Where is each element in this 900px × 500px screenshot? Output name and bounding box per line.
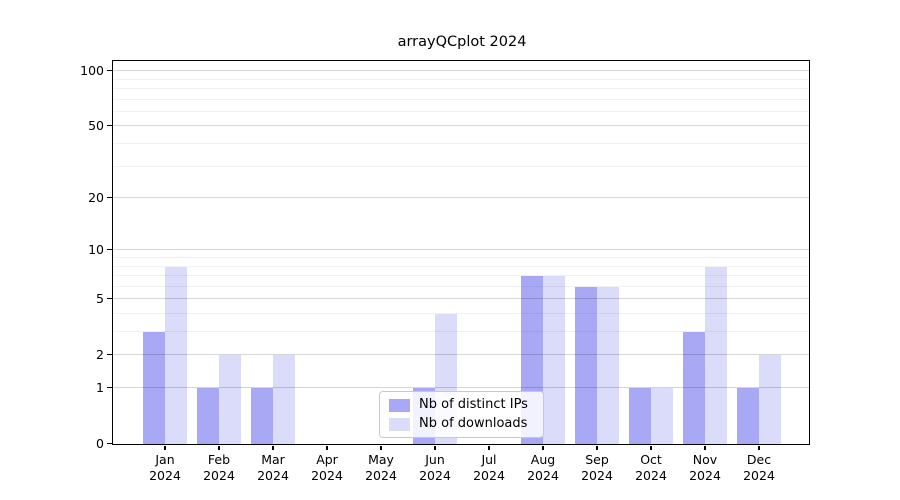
x-tick-mark bbox=[704, 445, 706, 450]
y-tick-mark bbox=[107, 386, 112, 389]
x-tick-label-jul: Jul 2024 bbox=[473, 452, 505, 483]
bar-downloads-dec bbox=[758, 355, 781, 444]
y-tick-label: 100 bbox=[80, 62, 104, 78]
bar-distinct-ips-nov bbox=[682, 332, 705, 444]
y-tick-label: 2 bbox=[96, 346, 104, 362]
gridline-major bbox=[113, 354, 809, 356]
x-tick-label-may: May 2024 bbox=[365, 452, 397, 483]
x-tick-label-aug: Aug 2024 bbox=[527, 452, 559, 483]
x-tick-label-jan: Jan 2024 bbox=[149, 452, 181, 483]
x-tick-label-mar: Mar 2024 bbox=[257, 452, 289, 483]
legend-swatch-distinct-ips bbox=[389, 398, 410, 412]
bar-distinct-ips-oct bbox=[628, 388, 651, 444]
gridline-major bbox=[113, 125, 809, 127]
chart-title: arrayQCplot 2024 bbox=[397, 34, 527, 50]
gridline-minor bbox=[113, 265, 809, 267]
bar-downloads-aug bbox=[542, 276, 565, 444]
gridline-major bbox=[113, 298, 809, 300]
y-tick-label: 0 bbox=[96, 435, 104, 451]
gridline-minor bbox=[113, 98, 809, 100]
x-tick-label-nov: Nov 2024 bbox=[689, 452, 721, 483]
bar-distinct-ips-mar bbox=[250, 388, 273, 444]
y-tick-mark bbox=[107, 70, 112, 72]
x-tick-label-oct: Oct 2024 bbox=[635, 452, 667, 483]
legend-label-downloads: Nb of downloads bbox=[419, 416, 528, 431]
gridline-minor bbox=[113, 142, 809, 144]
x-tick-label-feb: Feb 2024 bbox=[203, 452, 235, 483]
y-tick-mark bbox=[107, 354, 112, 356]
x-tick-label-apr: Apr 2024 bbox=[311, 452, 343, 483]
bar-distinct-ips-feb bbox=[196, 388, 219, 444]
gridline-minor bbox=[113, 256, 809, 258]
gridline-major bbox=[113, 70, 809, 72]
bar-downloads-nov bbox=[704, 266, 727, 444]
x-tick-mark bbox=[164, 445, 166, 450]
gridline-major bbox=[113, 197, 809, 198]
y-tick-label: 50 bbox=[88, 117, 104, 133]
legend-item-downloads: Nb of downloads bbox=[389, 417, 534, 431]
x-tick-mark bbox=[758, 445, 760, 450]
gridline-major bbox=[113, 387, 809, 388]
y-tick-mark bbox=[107, 196, 112, 199]
x-tick-label-dec: Dec 2024 bbox=[743, 452, 775, 483]
y-tick-mark bbox=[107, 249, 112, 251]
gridline-minor bbox=[113, 78, 809, 80]
x-tick-label-sep: Sep 2024 bbox=[581, 452, 613, 483]
y-tick-label: 1 bbox=[96, 379, 104, 395]
gridline-minor bbox=[113, 331, 809, 332]
x-tick-mark bbox=[434, 445, 436, 450]
bar-downloads-feb bbox=[218, 355, 241, 444]
x-tick-label-jun: Jun 2024 bbox=[419, 452, 451, 483]
y-tick-label: 20 bbox=[88, 189, 104, 205]
x-tick-mark bbox=[488, 445, 490, 450]
x-tick-mark bbox=[380, 445, 382, 450]
legend: Nb of distinct IPs Nb of downloads bbox=[379, 391, 544, 438]
x-tick-mark bbox=[596, 445, 598, 450]
x-tick-mark bbox=[272, 445, 274, 450]
x-tick-mark bbox=[650, 445, 652, 450]
gridline-major bbox=[113, 249, 809, 251]
gridline-minor bbox=[113, 165, 809, 167]
x-tick-mark bbox=[326, 445, 328, 450]
bar-distinct-ips-sep bbox=[574, 286, 597, 444]
y-tick-label: 10 bbox=[88, 241, 104, 257]
gridline-minor bbox=[113, 312, 809, 314]
gridline-minor bbox=[113, 110, 809, 112]
y-tick-mark bbox=[107, 298, 112, 300]
x-tick-mark bbox=[218, 445, 220, 450]
y-tick-label: 5 bbox=[96, 290, 104, 306]
y-tick-mark bbox=[107, 442, 112, 445]
bar-downloads-mar bbox=[272, 355, 295, 444]
gridline-minor bbox=[113, 285, 809, 287]
plot-area bbox=[112, 60, 810, 445]
gridline-minor bbox=[113, 87, 809, 89]
bar-distinct-ips-jan bbox=[142, 332, 165, 444]
legend-swatch-downloads bbox=[389, 417, 410, 431]
legend-label-distinct-ips: Nb of distinct IPs bbox=[419, 397, 528, 412]
legend-item-distinct-ips: Nb of distinct IPs bbox=[389, 398, 534, 412]
gridline-minor bbox=[113, 275, 809, 276]
y-tick-mark bbox=[107, 125, 112, 127]
x-tick-mark bbox=[542, 445, 544, 450]
bar-downloads-sep bbox=[596, 286, 619, 444]
bar-distinct-ips-dec bbox=[736, 388, 759, 444]
bar-downloads-oct bbox=[650, 388, 673, 444]
bar-downloads-jan bbox=[164, 266, 187, 444]
